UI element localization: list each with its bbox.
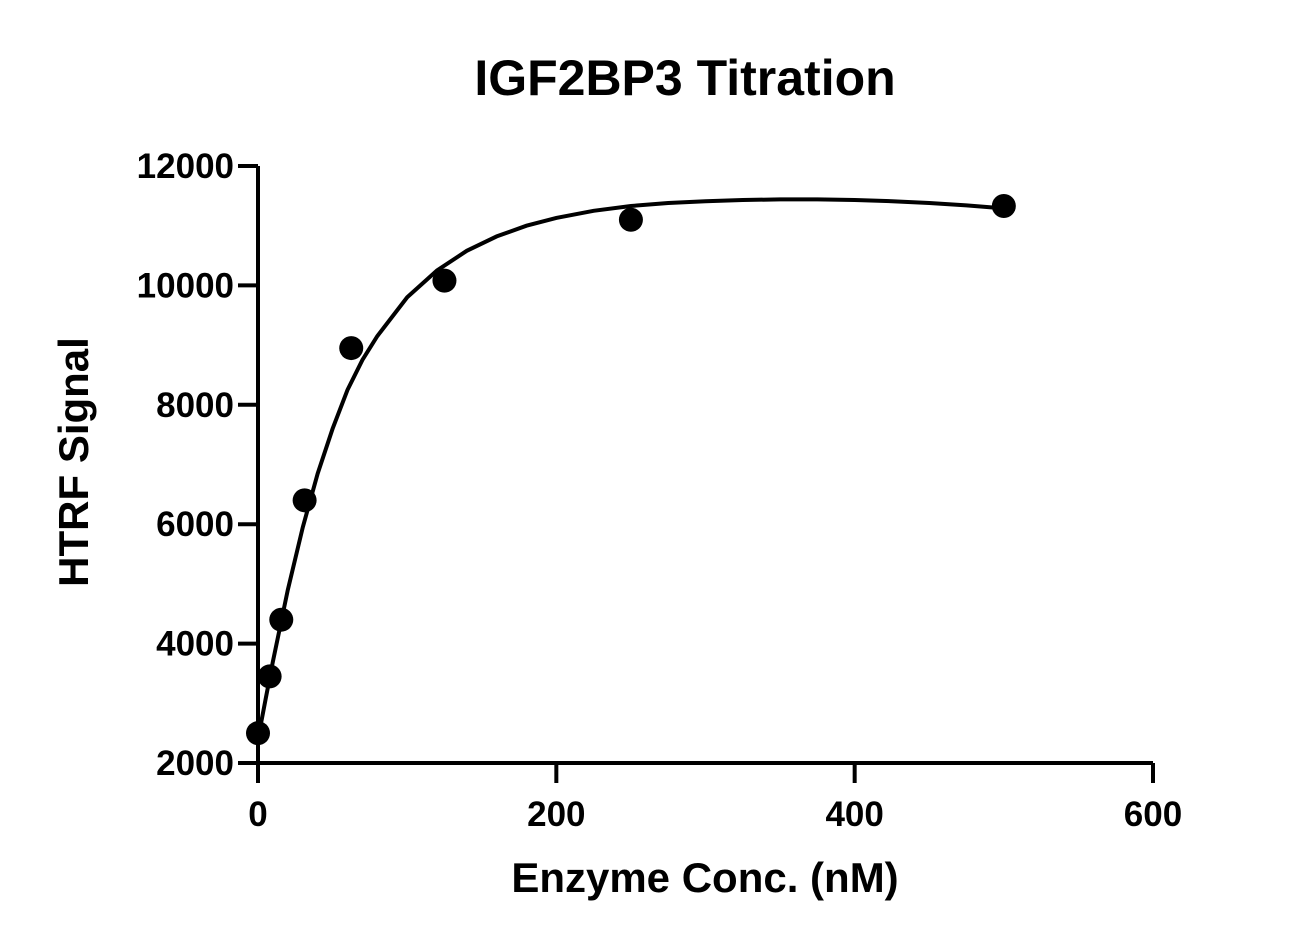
fit-curve bbox=[256, 197, 1004, 740]
x-axis-ticks: 0 200 400 600 bbox=[248, 763, 1182, 834]
x-tick-label: 400 bbox=[825, 795, 883, 834]
y-tick-label: 10000 bbox=[137, 266, 234, 305]
data-point bbox=[257, 664, 282, 689]
x-tick-label: 600 bbox=[1124, 795, 1182, 834]
y-tick-label: 12000 bbox=[137, 147, 234, 186]
data-point bbox=[991, 193, 1016, 218]
data-point bbox=[292, 488, 317, 513]
y-tick-label: 4000 bbox=[156, 625, 234, 664]
chart-title: IGF2BP3 Titration bbox=[474, 50, 895, 106]
axes bbox=[256, 166, 1153, 765]
y-axis-label: HTRF Signal bbox=[50, 337, 97, 587]
x-axis-label: Enzyme Conc. (nM) bbox=[511, 854, 898, 901]
x-tick-label: 0 bbox=[248, 795, 267, 834]
y-tick-label: 2000 bbox=[156, 744, 234, 783]
data-point bbox=[618, 207, 643, 232]
x-tick-label: 200 bbox=[527, 795, 585, 834]
data-point bbox=[246, 721, 270, 746]
y-axis-ticks: 2000 4000 6000 8000 10000 12000 bbox=[137, 147, 258, 783]
y-tick-label: 8000 bbox=[156, 386, 234, 425]
data-point bbox=[339, 336, 364, 361]
data-points bbox=[246, 193, 1016, 746]
data-point bbox=[269, 607, 294, 632]
y-tick-label: 6000 bbox=[156, 505, 234, 544]
data-point bbox=[432, 268, 457, 293]
